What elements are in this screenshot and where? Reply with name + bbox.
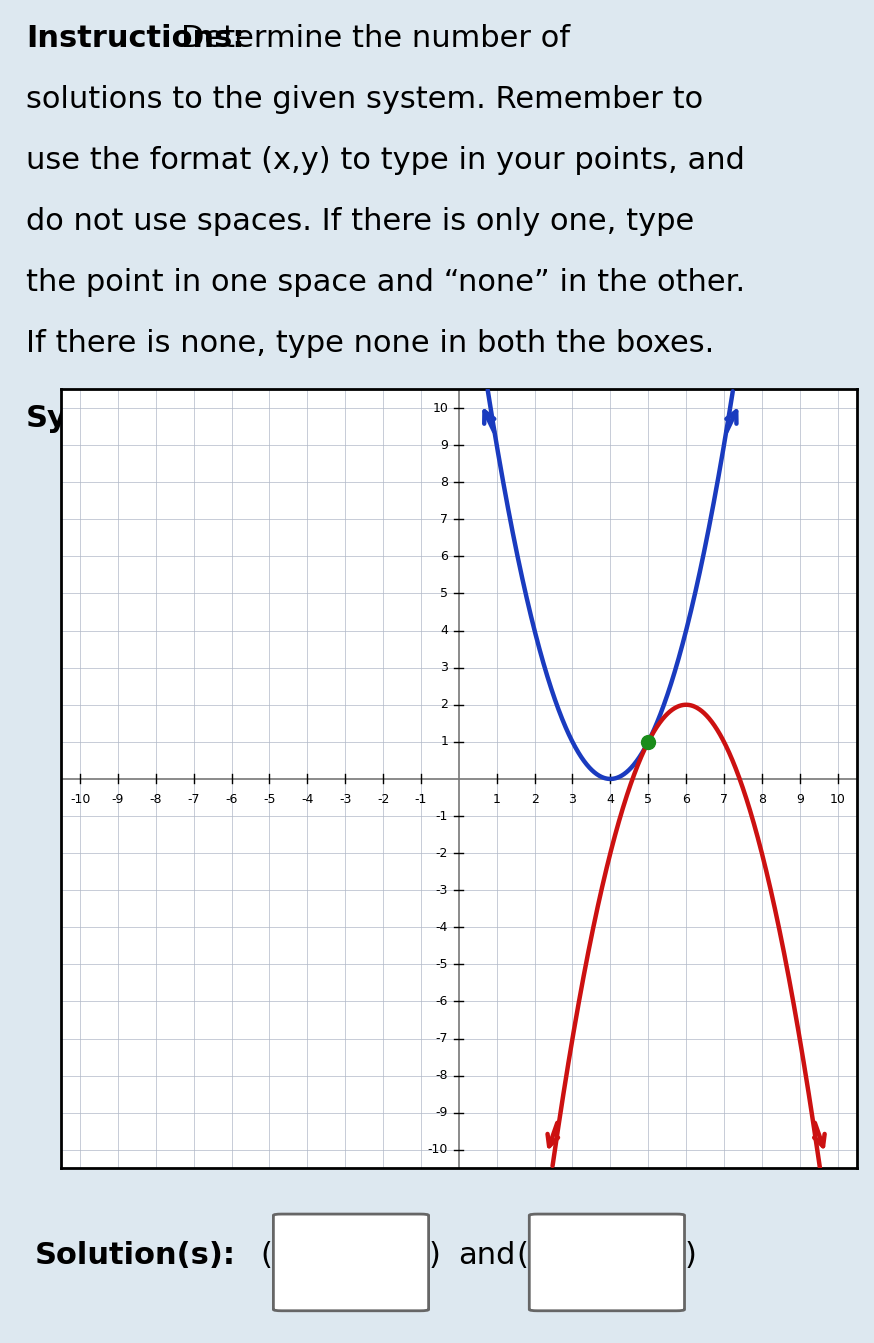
- Text: solutions to the given system. Remember to: solutions to the given system. Remember …: [26, 85, 703, 114]
- Text: -2: -2: [436, 846, 448, 860]
- Text: (: (: [517, 1241, 529, 1270]
- Text: -10: -10: [70, 792, 90, 806]
- Text: -1: -1: [436, 810, 448, 822]
- Text: 8: 8: [758, 792, 766, 806]
- Text: 9: 9: [440, 439, 448, 451]
- Text: Solution(s):: Solution(s):: [34, 1241, 235, 1270]
- Text: -7: -7: [188, 792, 200, 806]
- Text: 5: 5: [440, 587, 448, 600]
- Text: 10: 10: [433, 402, 448, 415]
- Text: 2: 2: [440, 698, 448, 712]
- Text: -5: -5: [436, 958, 448, 971]
- FancyBboxPatch shape: [530, 1214, 684, 1311]
- Text: 10: 10: [829, 792, 845, 806]
- Text: -9: -9: [436, 1107, 448, 1119]
- Text: 3: 3: [568, 792, 577, 806]
- Text: -6: -6: [225, 792, 238, 806]
- Text: -9: -9: [112, 792, 124, 806]
- Text: 5: 5: [644, 792, 652, 806]
- Text: 7: 7: [440, 513, 448, 526]
- Text: -4: -4: [436, 921, 448, 933]
- Text: 9: 9: [795, 792, 804, 806]
- Text: use the format (x,y) to type in your points, and: use the format (x,y) to type in your poi…: [26, 146, 745, 175]
- Text: System:: System:: [26, 404, 165, 434]
- Text: -7: -7: [436, 1031, 448, 1045]
- Text: If there is none, type none in both the boxes.: If there is none, type none in both the …: [26, 329, 714, 357]
- Text: 1: 1: [440, 736, 448, 748]
- Text: -3: -3: [436, 884, 448, 897]
- Text: 6: 6: [440, 549, 448, 563]
- Text: Instructions:: Instructions:: [26, 24, 245, 54]
- Text: 1: 1: [493, 792, 501, 806]
- Text: -8: -8: [149, 792, 162, 806]
- Text: Determine the number of: Determine the number of: [181, 24, 570, 54]
- Text: -2: -2: [377, 792, 389, 806]
- FancyBboxPatch shape: [274, 1214, 428, 1311]
- Text: (: (: [260, 1241, 273, 1270]
- Text: ): ): [428, 1241, 440, 1270]
- Text: and: and: [458, 1241, 516, 1270]
- Text: -8: -8: [436, 1069, 448, 1082]
- Text: -1: -1: [415, 792, 427, 806]
- Text: 3: 3: [440, 661, 448, 674]
- Text: -3: -3: [339, 792, 351, 806]
- Text: $y = -(x-6)^2 + 2$: $y = -(x-6)^2 + 2$: [223, 404, 499, 445]
- Text: -4: -4: [302, 792, 314, 806]
- Text: the point in one space and “none” in the other.: the point in one space and “none” in the…: [26, 269, 745, 297]
- Text: 8: 8: [440, 475, 448, 489]
- Text: do not use spaces. If there is only one, type: do not use spaces. If there is only one,…: [26, 207, 694, 236]
- Text: $y = (x-4)^2$: $y = (x-4)^2$: [223, 488, 400, 528]
- Text: 6: 6: [682, 792, 690, 806]
- Text: {: {: [185, 423, 232, 492]
- Text: 4: 4: [440, 624, 448, 637]
- Text: -6: -6: [436, 995, 448, 1009]
- Text: 7: 7: [720, 792, 728, 806]
- Text: -5: -5: [263, 792, 275, 806]
- Text: 4: 4: [607, 792, 614, 806]
- Text: 2: 2: [531, 792, 538, 806]
- Text: -10: -10: [428, 1143, 448, 1156]
- Text: ): ): [684, 1241, 697, 1270]
